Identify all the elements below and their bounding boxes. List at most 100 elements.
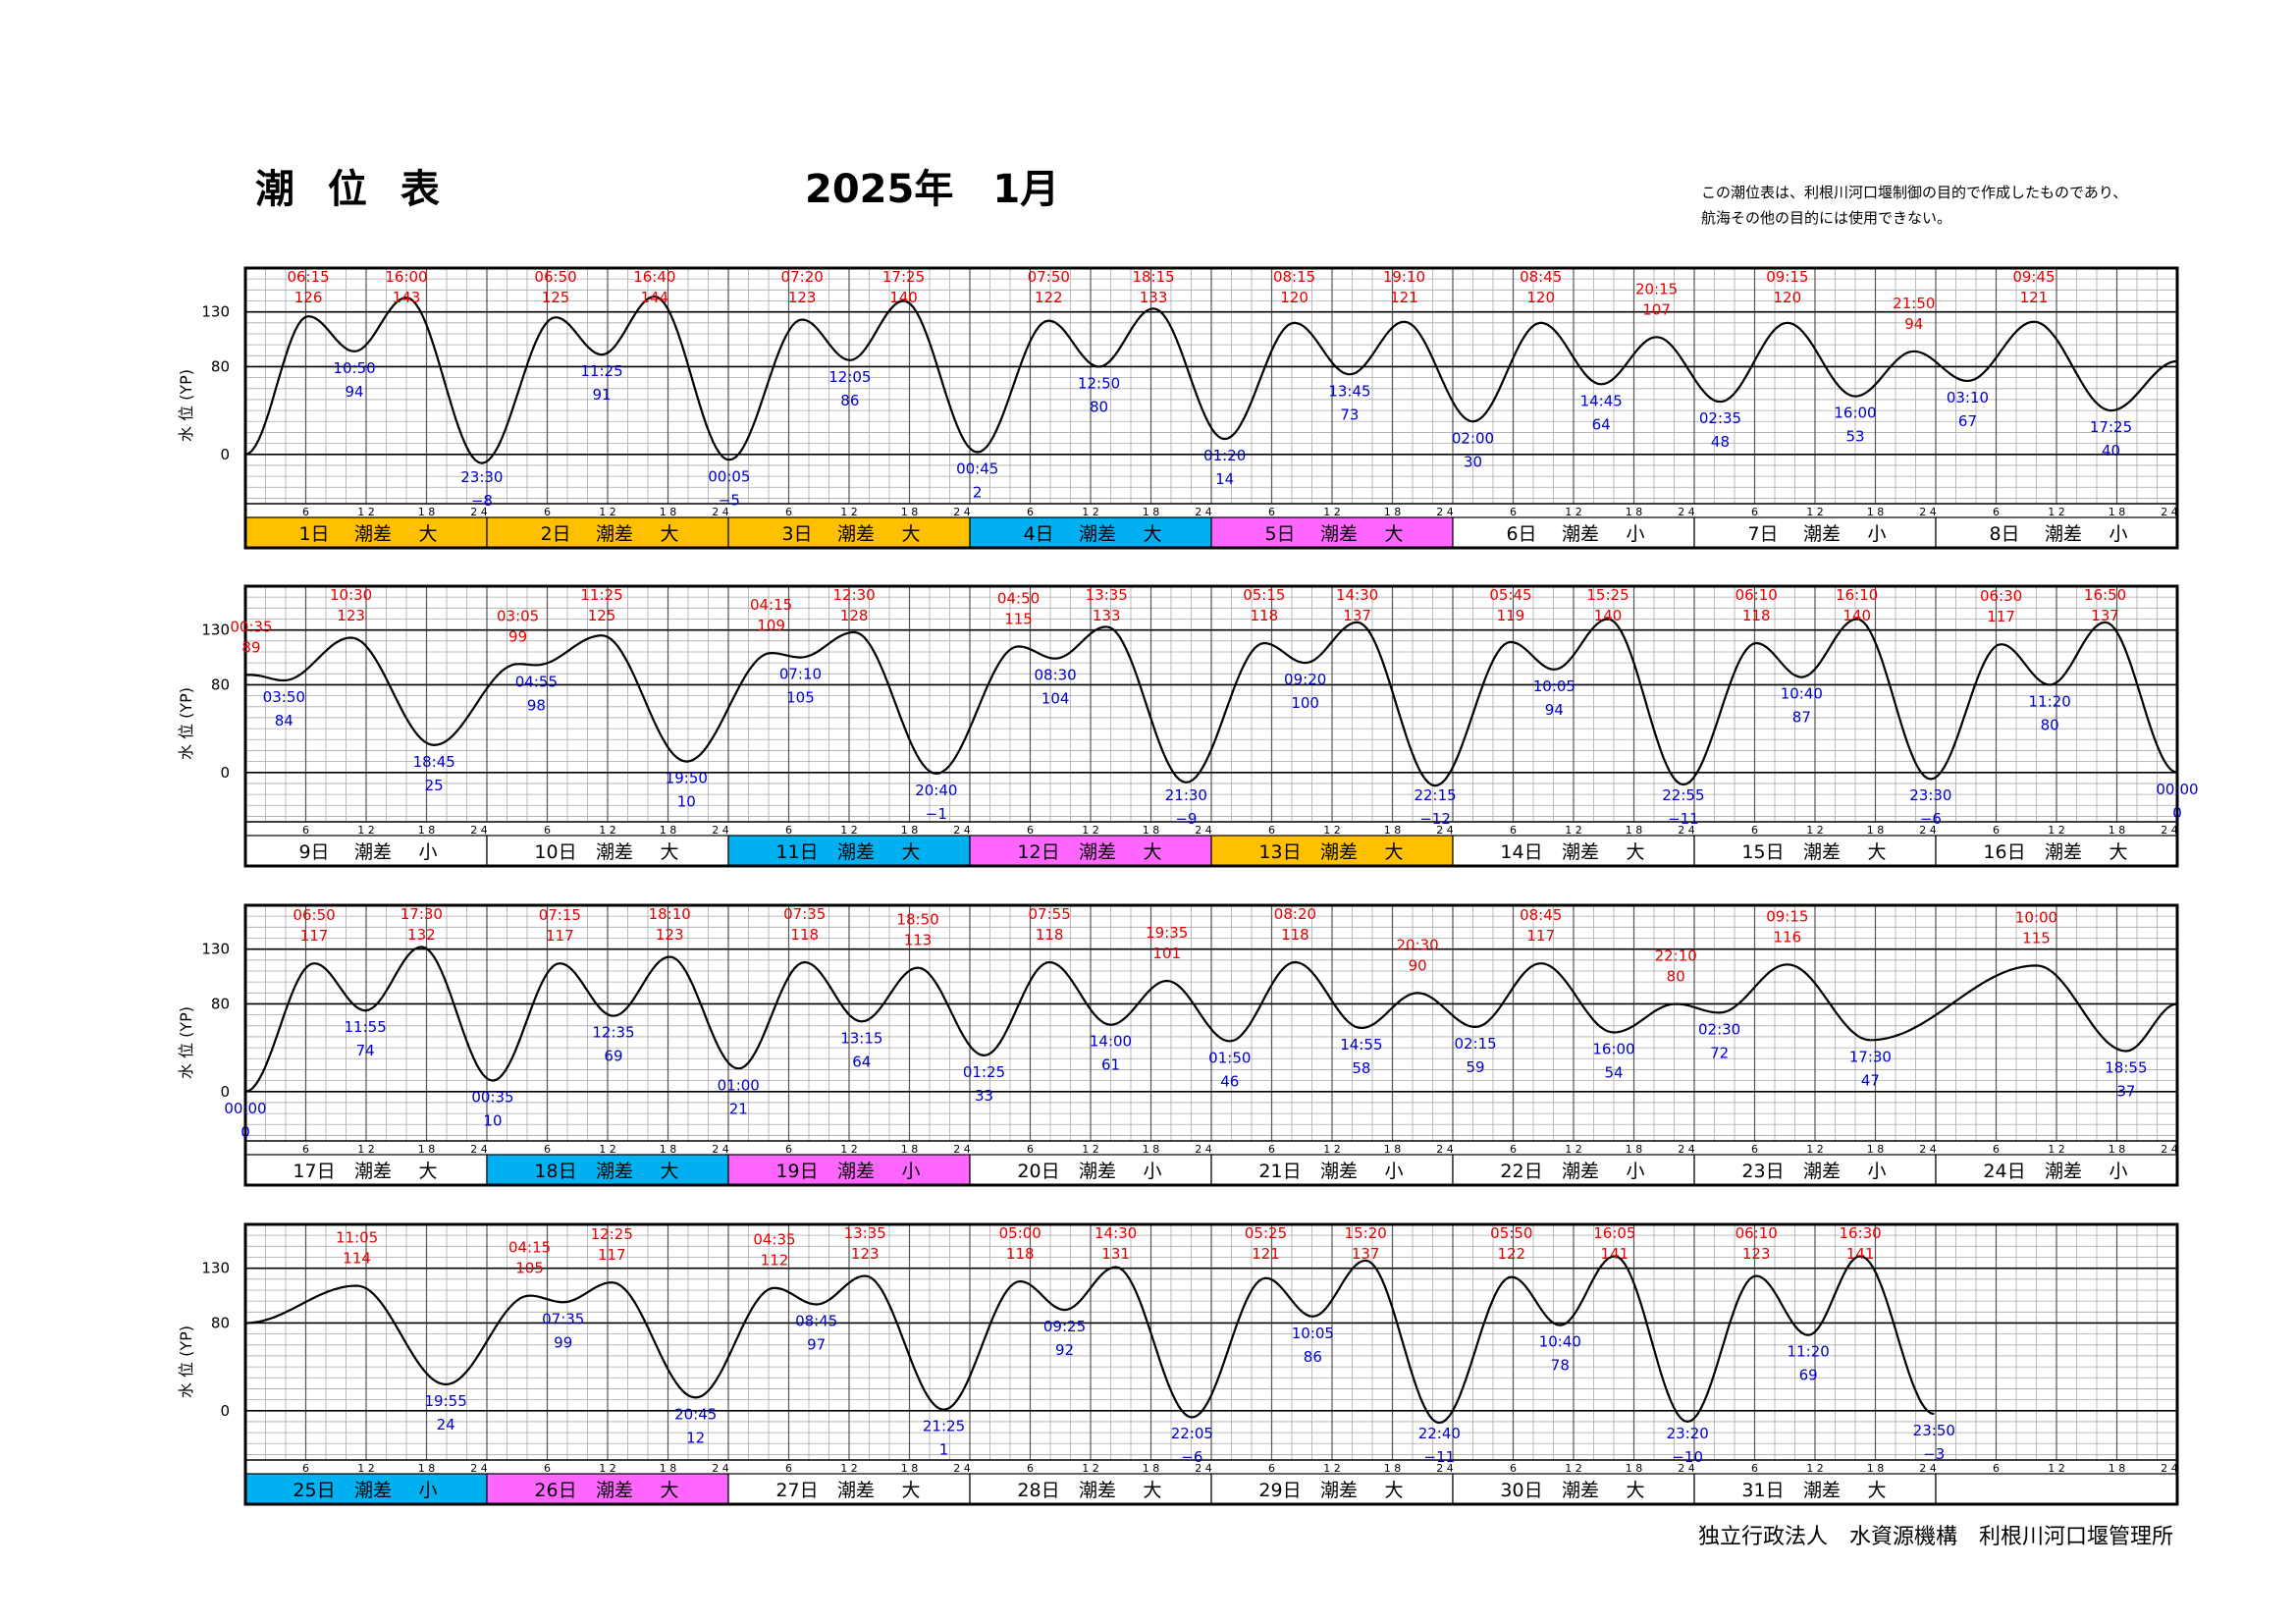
hour-tick-label: 1 8 bbox=[1867, 1462, 1885, 1475]
high-tide-time: 05:45 bbox=[1489, 586, 1531, 604]
high-tide-time: 11:05 bbox=[336, 1229, 378, 1247]
hour-tick-label: 2 4 bbox=[953, 506, 971, 518]
low-tide-time: 19:50 bbox=[666, 770, 708, 787]
low-tide-label: 21:25 1 bbox=[923, 1418, 965, 1459]
hour-tick-label: 1 2 bbox=[1565, 824, 1582, 837]
high-tide-time: 08:45 bbox=[1520, 906, 1562, 924]
tide-diff-label: 潮差 bbox=[2045, 523, 2082, 545]
hour-tick-label: 1 2 bbox=[1082, 506, 1099, 518]
y-tick-label: 130 bbox=[201, 941, 230, 958]
low-tide-label: 00:00 0 bbox=[224, 1100, 266, 1141]
hour-tick-label: 6 bbox=[1027, 1143, 1034, 1156]
high-tide-level: 113 bbox=[904, 932, 933, 949]
day-cell-bg bbox=[1693, 516, 1937, 549]
disclaimer-line-2: 航海その他の目的には使用できない。 bbox=[1701, 209, 1952, 227]
day-cell-bg bbox=[969, 835, 1212, 867]
hour-tick-label: 2 4 bbox=[2161, 1143, 2178, 1156]
low-tide-time: 01:00 bbox=[718, 1076, 760, 1094]
high-tide-level: 143 bbox=[393, 289, 421, 306]
day-cell-bg bbox=[1210, 1154, 1454, 1186]
high-tide-label: 07:35 118 bbox=[783, 905, 826, 944]
high-tide-time: 18:50 bbox=[896, 911, 938, 929]
hour-tick-label: 1 2 bbox=[357, 824, 375, 837]
high-tide-label: 08:45 117 bbox=[1520, 906, 1562, 945]
tide-size-label: 大 bbox=[1384, 523, 1403, 545]
hour-tick-label: 2 4 bbox=[1919, 1462, 1937, 1475]
high-tide-label: 20:30 90 bbox=[1397, 936, 1439, 974]
hour-tick-label: 1 8 bbox=[418, 824, 436, 837]
major-grid bbox=[304, 586, 2118, 822]
high-tide-level: 118 bbox=[1281, 926, 1309, 944]
low-tide-level: −12 bbox=[1419, 810, 1451, 828]
low-tide-label: 22:55 −11 bbox=[1662, 786, 1704, 828]
hour-tick-label: 1 2 bbox=[1565, 1143, 1582, 1156]
hour-tick-label: 1 8 bbox=[901, 1462, 919, 1475]
hour-tick-label: 1 2 bbox=[2048, 506, 2065, 518]
high-tide-time: 08:15 bbox=[1273, 268, 1315, 286]
y-tick-label: 80 bbox=[211, 1314, 230, 1331]
low-tide-time: 14:00 bbox=[1090, 1033, 1132, 1051]
tide-size-label: 小 bbox=[1867, 523, 1886, 545]
day-label: 27日 bbox=[775, 1480, 818, 1501]
high-tide-time: 04:15 bbox=[750, 596, 792, 614]
high-tide-level: 80 bbox=[1667, 967, 1685, 985]
hour-tick-label: 1 2 bbox=[1565, 1462, 1582, 1475]
high-tide-level: 119 bbox=[1497, 607, 1525, 624]
high-tide-time: 22:10 bbox=[1655, 947, 1697, 964]
low-tide-time: 03:50 bbox=[263, 688, 305, 706]
day-cell: 13日 潮差 大 bbox=[1210, 835, 1454, 867]
tide-diff-label: 潮差 bbox=[1562, 523, 1599, 545]
day-cell-bg bbox=[1452, 1473, 1695, 1505]
tide-diff-label: 潮差 bbox=[1320, 841, 1358, 863]
low-tide-time: 16:00 bbox=[1834, 405, 1876, 422]
y-tick-label: 130 bbox=[201, 1260, 230, 1277]
tide-diff-label: 潮差 bbox=[1320, 1480, 1358, 1501]
low-tide-level: 30 bbox=[1464, 453, 1482, 470]
hour-tick-label: 2 4 bbox=[1919, 1143, 1937, 1156]
tide-curve bbox=[244, 295, 2178, 464]
low-tide-label: 01:20 14 bbox=[1203, 447, 1246, 488]
high-tide-time: 06:10 bbox=[1735, 586, 1778, 604]
day-cell: 23日 潮差 小 bbox=[1693, 1154, 1937, 1186]
high-tide-time: 00:35 bbox=[230, 618, 272, 635]
high-tide-level: 137 bbox=[1343, 607, 1371, 624]
tide-size-label: 小 bbox=[1867, 1161, 1886, 1182]
high-tide-time: 17:30 bbox=[400, 905, 443, 923]
tide-size-label: 大 bbox=[1626, 841, 1644, 863]
low-tide-level: 91 bbox=[592, 386, 611, 404]
hour-tick-label: 6 bbox=[302, 1143, 309, 1156]
tide-diff-label: 潮差 bbox=[1079, 841, 1116, 863]
low-tide-label: 11:25 91 bbox=[580, 362, 622, 404]
tide-size-label: 小 bbox=[418, 1480, 437, 1501]
tide-curve bbox=[244, 946, 2178, 1093]
high-tide-label: 19:10 121 bbox=[1383, 268, 1425, 306]
high-tide-time: 05:00 bbox=[999, 1224, 1041, 1242]
tide-diff-label: 潮差 bbox=[837, 523, 875, 545]
hour-tick-label: 1 8 bbox=[1143, 824, 1160, 837]
high-tide-label: 04:35 112 bbox=[753, 1231, 795, 1270]
day-label: 5日 bbox=[1264, 523, 1295, 545]
low-tide-label: 03:10 67 bbox=[1947, 389, 1989, 430]
high-tide-time: 09:15 bbox=[1766, 907, 1808, 925]
y-tick-label: 80 bbox=[211, 995, 230, 1012]
low-tide-label: 19:55 24 bbox=[425, 1392, 467, 1434]
high-tide-label: 09:15 116 bbox=[1766, 907, 1808, 946]
high-tide-time: 18:15 bbox=[1132, 268, 1174, 286]
tide-diff-label: 潮差 bbox=[1562, 841, 1599, 863]
y-tick-label: 0 bbox=[220, 1083, 230, 1101]
hour-tick-label: 1 2 bbox=[1565, 506, 1582, 518]
high-tide-time: 20:30 bbox=[1397, 936, 1439, 953]
day-cell: 20日 潮差 小 bbox=[969, 1154, 1212, 1186]
hour-tick-label: 1 2 bbox=[1323, 1143, 1341, 1156]
day-label: 20日 bbox=[1017, 1161, 1059, 1182]
high-tide-level: 140 bbox=[889, 289, 918, 306]
low-tide-label: 18:45 25 bbox=[413, 753, 455, 794]
high-tide-label: 09:45 121 bbox=[2012, 268, 2055, 306]
day-cell-bg bbox=[486, 1154, 729, 1186]
hour-tick-label: 6 bbox=[1510, 824, 1517, 837]
low-tide-level: 98 bbox=[527, 696, 546, 714]
high-tide-label: 17:30 132 bbox=[400, 905, 443, 944]
low-tide-label: 16:00 53 bbox=[1834, 405, 1876, 446]
low-tide-label: 01:50 46 bbox=[1208, 1049, 1251, 1090]
day-label: 8日 bbox=[1989, 523, 2019, 545]
